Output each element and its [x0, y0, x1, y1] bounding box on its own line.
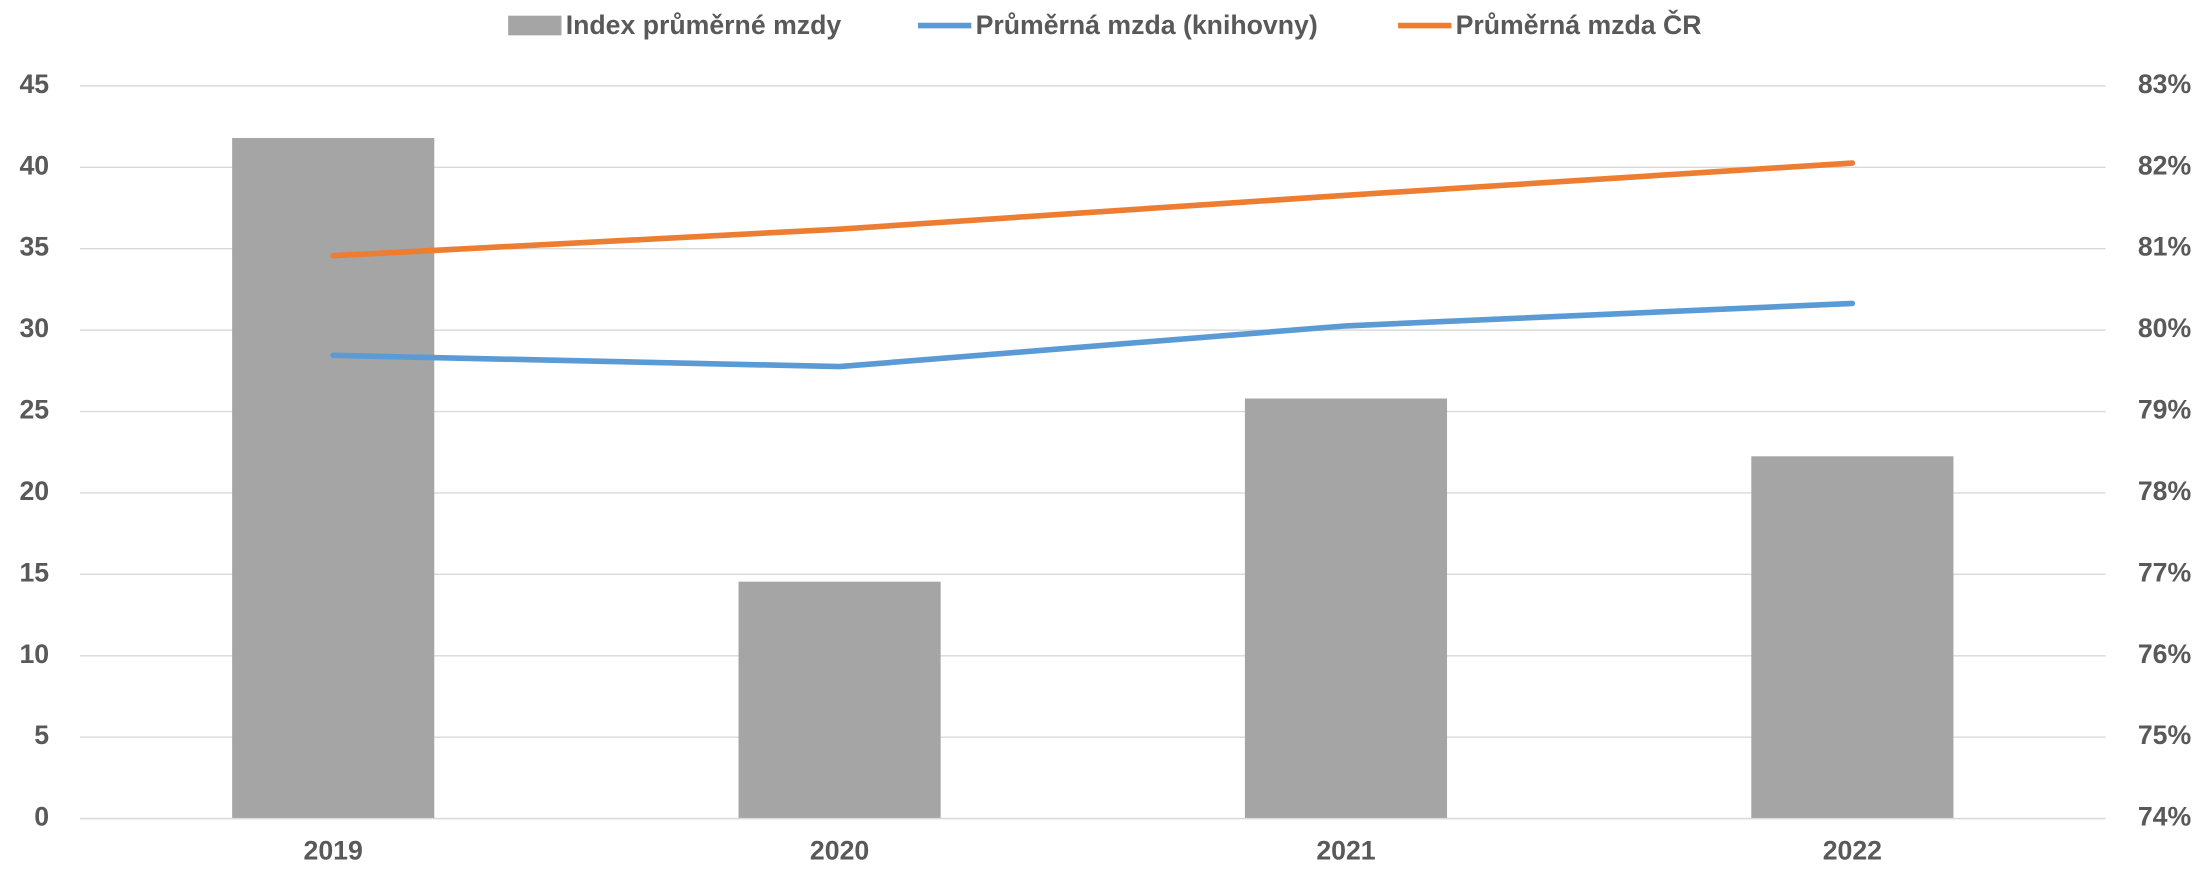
y2-tick-label: 83% [2138, 69, 2191, 99]
line [330, 160, 1856, 259]
y2-tick-label: 81% [2138, 232, 2191, 262]
y-tick-label: 0 [34, 802, 49, 832]
legend-swatch [508, 15, 562, 36]
legend-label: Průměrná mzda (knihovny) [976, 10, 1318, 40]
bar [738, 581, 941, 819]
y2-tick-label: 78% [2138, 476, 2191, 506]
y2-tick-label: 82% [2138, 150, 2191, 180]
y-tick-label: 25 [19, 395, 49, 425]
y2-tick-label: 75% [2138, 720, 2191, 750]
y-tick-label: 30 [19, 313, 49, 343]
y-tick-label: 45 [19, 69, 49, 99]
x-tick-label: 2022 [1823, 835, 1882, 865]
y-tick-label: 15 [19, 557, 49, 587]
y-tick-label: 20 [19, 476, 49, 506]
x-tick-label: 2019 [304, 835, 363, 865]
y-tick-label: 40 [19, 150, 49, 180]
y2-tick-label: 77% [2138, 557, 2191, 587]
y-tick-label: 35 [19, 232, 49, 262]
y-tick-label: 5 [34, 720, 49, 750]
y2-tick-label: 79% [2138, 395, 2191, 425]
y2-tick-label: 80% [2138, 313, 2191, 343]
legend-label: Index průměrné mzdy [566, 10, 842, 40]
x-tick-label: 2021 [1316, 835, 1375, 865]
x-tick-label: 2020 [810, 835, 869, 865]
y2-tick-label: 74% [2138, 802, 2191, 832]
y-tick-label: 10 [19, 639, 49, 669]
bar [232, 137, 435, 819]
bar [1751, 456, 1954, 819]
bar [1244, 398, 1448, 819]
y2-tick-label: 76% [2138, 639, 2191, 669]
line [330, 300, 1856, 370]
legend-label: Průměrná mzda ČR [1456, 10, 1702, 40]
